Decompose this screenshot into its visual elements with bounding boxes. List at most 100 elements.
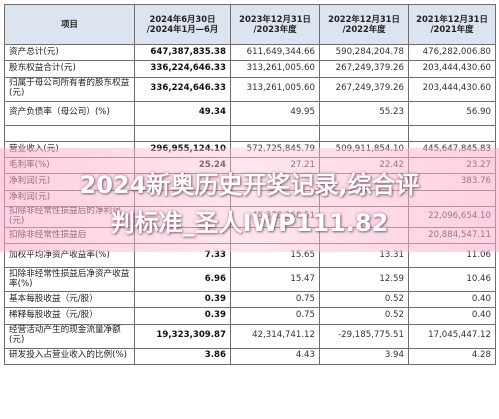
- row-label: 稀释每股收益（元/股）: [4, 307, 135, 325]
- spacer-cell: [4, 124, 135, 142]
- cell-2021: 23.27: [408, 157, 496, 175]
- cell-2023: 0.75: [230, 307, 320, 325]
- row-label: 加权平均净资产收益率(%): [4, 243, 135, 269]
- cell-2022: 0.52: [319, 307, 409, 325]
- cell-2022: [319, 206, 409, 228]
- table-row: 资产总计(元) 647,387,835.38 611,649,344.66 59…: [4, 43, 496, 62]
- financial-indicators-table: 项目 2024年6月30日 /2024年1月—6月 2023年12月31日 /2…: [4, 4, 496, 366]
- row-label: 资产负债率（母公司）(%): [4, 100, 135, 126]
- table-row: 扣除非经常性损益后 20,884,547.11: [4, 226, 496, 245]
- spacer-cell: [319, 124, 409, 142]
- cell-2023: 15.47: [230, 267, 320, 293]
- row-label: 营业收入(元): [4, 140, 135, 159]
- cell-2024-h1: 647,387,835.38: [134, 43, 231, 62]
- table-row: 稀释每股收益（元/股） 0.39 0.75 0.52 0.40: [4, 307, 496, 325]
- cell-2023: [230, 226, 320, 245]
- spacer-cell: [230, 124, 320, 142]
- cell-2022: 0.52: [319, 291, 409, 309]
- row-label: 净利润(元): [4, 189, 135, 208]
- cell-2022: [319, 189, 409, 208]
- table-row: 经营活动产生的现金流量净额(元) 19,323,309.87 42,314,74…: [4, 323, 496, 349]
- header-2023: 2023年12月31日 /2023年度: [230, 4, 320, 45]
- header-row: 项目 2024年6月30日 /2024年1月—6月 2023年12月31日 /2…: [4, 4, 496, 45]
- cell-2022: -29,185,775.51: [319, 323, 409, 349]
- header-2021: 2021年12月31日 /2021年度: [408, 4, 496, 45]
- cell-2022: 509,911,854.10: [319, 140, 409, 159]
- table-row: 营业收入(元) 296,955,124.10 572,725,845.79 50…: [4, 140, 496, 159]
- cell-2024-h1: 296,955,124.10: [134, 140, 231, 159]
- table-row: 研发投入占营业收入的比例(%) 3.86 4.43 3.94 4.28: [4, 347, 496, 366]
- cell-2021: 22,096,654.10: [408, 206, 496, 228]
- cell-2024-h1: [134, 206, 231, 228]
- cell-2024-h1: 19,323,309.87: [134, 323, 231, 349]
- cell-2021: 10.46: [408, 267, 496, 293]
- row-label: 资产总计(元): [4, 43, 135, 62]
- cell-2022: 12.59: [319, 267, 409, 293]
- cell-2023: 572,725,845.79: [230, 140, 320, 159]
- cell-2021: 17,045,447.12: [408, 323, 496, 349]
- header-item: 项目: [4, 4, 135, 45]
- table-row: 扣除非经常性损益后净资产收益率(%) 6.96 15.47 12.59 10.4…: [4, 267, 496, 293]
- cell-2021: 203,444,430.60: [408, 60, 496, 78]
- cell-2024-h1: 49.34: [134, 100, 231, 126]
- cell-2021: 0.40: [408, 307, 496, 325]
- table-row: 加权平均净资产收益率(%) 7.33 15.65 13.31 11.06: [4, 243, 496, 269]
- cell-2024-h1: 336,224,646.33: [134, 76, 231, 102]
- cell-2021: 11.06: [408, 243, 496, 269]
- row-label: 扣除非经常性损益后净资产收益率(%): [4, 267, 135, 293]
- row-label: 研发投入占营业收入的比例(%): [4, 347, 135, 366]
- cell-2022: 22.42: [319, 157, 409, 175]
- cell-2022: 590,284,204.78: [319, 43, 409, 62]
- cell-2023: 313,261,005.60: [230, 60, 320, 78]
- cell-2021: 0.40: [408, 291, 496, 309]
- table-row: 净利润(元) 383.76: [4, 173, 496, 191]
- cell-2023: 42,314,741.12: [230, 323, 320, 349]
- row-label: 扣除非经常性损益后的净利润(元): [4, 206, 135, 228]
- table-row: 基本每股收益（元/股） 0.39 0.75 0.52 0.40: [4, 291, 496, 309]
- cell-2023: 15.65: [230, 243, 320, 269]
- row-label: 归属于母公司所有者的股东权益(元): [4, 76, 135, 102]
- cell-2023: 45,378,268.51: [230, 206, 320, 228]
- cell-2024-h1: [134, 226, 231, 245]
- cell-2024-h1: 336,224,646.33: [134, 60, 231, 78]
- table-header: 项目 2024年6月30日 /2024年1月—6月 2023年12月31日 /2…: [4, 4, 496, 45]
- cell-2023: 611,649,344.66: [230, 43, 320, 62]
- cell-2022: 3.94: [319, 347, 409, 366]
- cell-2022: [319, 226, 409, 245]
- row-label: 经营活动产生的现金流量净额(元): [4, 323, 135, 349]
- table-spacer-row: [4, 124, 496, 142]
- cell-2024-h1: 0.39: [134, 291, 231, 309]
- cell-2021: 4.28: [408, 347, 496, 366]
- spacer-cell: [134, 124, 231, 142]
- cell-2021: [408, 189, 496, 208]
- cell-2024-h1: 7.33: [134, 243, 231, 269]
- table-row: 归属于母公司所有者的股东权益(元) 336,224,646.33 313,261…: [4, 76, 496, 102]
- cell-2023: 4.43: [230, 347, 320, 366]
- cell-2021: 445,647,845.83: [408, 140, 496, 159]
- cell-2021: 20,884,547.11: [408, 226, 496, 245]
- cell-2022: 267,249,379.26: [319, 76, 409, 102]
- table-row: 毛利率(%) 25.24 27.21 22.42 23.27: [4, 157, 496, 175]
- cell-2024-h1: [134, 173, 231, 191]
- cell-2022: 267,249,379.26: [319, 60, 409, 78]
- table-body: 资产总计(元) 647,387,835.38 611,649,344.66 59…: [4, 43, 496, 366]
- cell-2023: 27.21: [230, 157, 320, 175]
- table-row: 资产负债率（母公司）(%) 49.34 49.95 55.23 56.90: [4, 100, 496, 126]
- cell-2021: 383.76: [408, 173, 496, 191]
- spacer-cell: [408, 124, 496, 142]
- cell-2021: 56.90: [408, 100, 496, 126]
- header-2024-h1: 2024年6月30日 /2024年1月—6月: [134, 4, 231, 45]
- cell-2022: 55.23: [319, 100, 409, 126]
- table-row: 净利润(元): [4, 189, 496, 208]
- row-label: 基本每股收益（元/股）: [4, 291, 135, 309]
- cell-2023: [230, 173, 320, 191]
- table-row: 扣除非经常性损益后的净利润(元) 45,378,268.51 22,096,65…: [4, 206, 496, 228]
- row-label: 净利润(元): [4, 173, 135, 191]
- cell-2024-h1: 0.39: [134, 307, 231, 325]
- row-label: 股东权益合计(元): [4, 60, 135, 78]
- row-label: 扣除非经常性损益后: [4, 226, 135, 245]
- header-2022: 2022年12月31日 /2022年度: [319, 4, 409, 45]
- cell-2023: 49.95: [230, 100, 320, 126]
- cell-2021: 203,444,430.60: [408, 76, 496, 102]
- table-row: 股东权益合计(元) 336,224,646.33 313,261,005.60 …: [4, 60, 496, 78]
